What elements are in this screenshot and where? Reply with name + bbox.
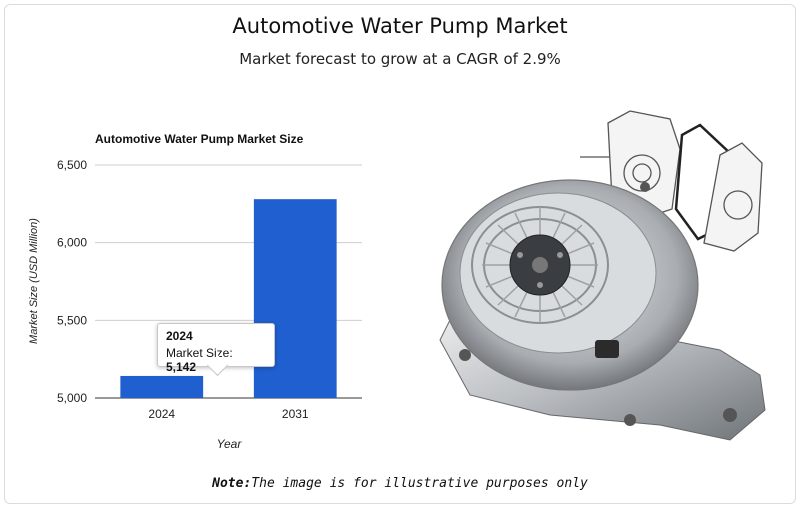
bar-2031[interactable] xyxy=(253,199,337,398)
y-tick-label: 6,500 xyxy=(57,158,87,172)
tooltip-label: Market Size: xyxy=(166,346,233,360)
note-text: The image is for illustrative purposes o… xyxy=(251,476,588,491)
tooltip-value: 5,142 xyxy=(166,360,197,374)
bar-tooltip: 2024 Market Size: 5,142 xyxy=(157,323,275,374)
page-subtitle: Market forecast to grow at a CAGR of 2.9… xyxy=(239,50,561,68)
bar-2024[interactable] xyxy=(120,375,204,398)
note-label: Note: xyxy=(212,476,252,491)
x-tick-label: 2024 xyxy=(148,407,175,421)
tooltip-title: 2024 xyxy=(166,329,193,343)
footer-note: Note:The image is for illustrative purpo… xyxy=(0,476,800,491)
y-axis-label: Market Size (USD Million) xyxy=(28,218,40,344)
page-title: Automotive Water Pump Market xyxy=(232,14,568,38)
x-axis-label: Year xyxy=(217,437,243,451)
y-tick-label: 6,000 xyxy=(57,236,87,250)
y-tick-label: 5,000 xyxy=(57,391,87,405)
x-tick-label: 2031 xyxy=(282,407,309,421)
water-pump-illustration-icon xyxy=(439,110,766,441)
y-tick-label: 5,500 xyxy=(57,313,87,327)
chart-title: Automotive Water Pump Market Size xyxy=(95,132,304,146)
